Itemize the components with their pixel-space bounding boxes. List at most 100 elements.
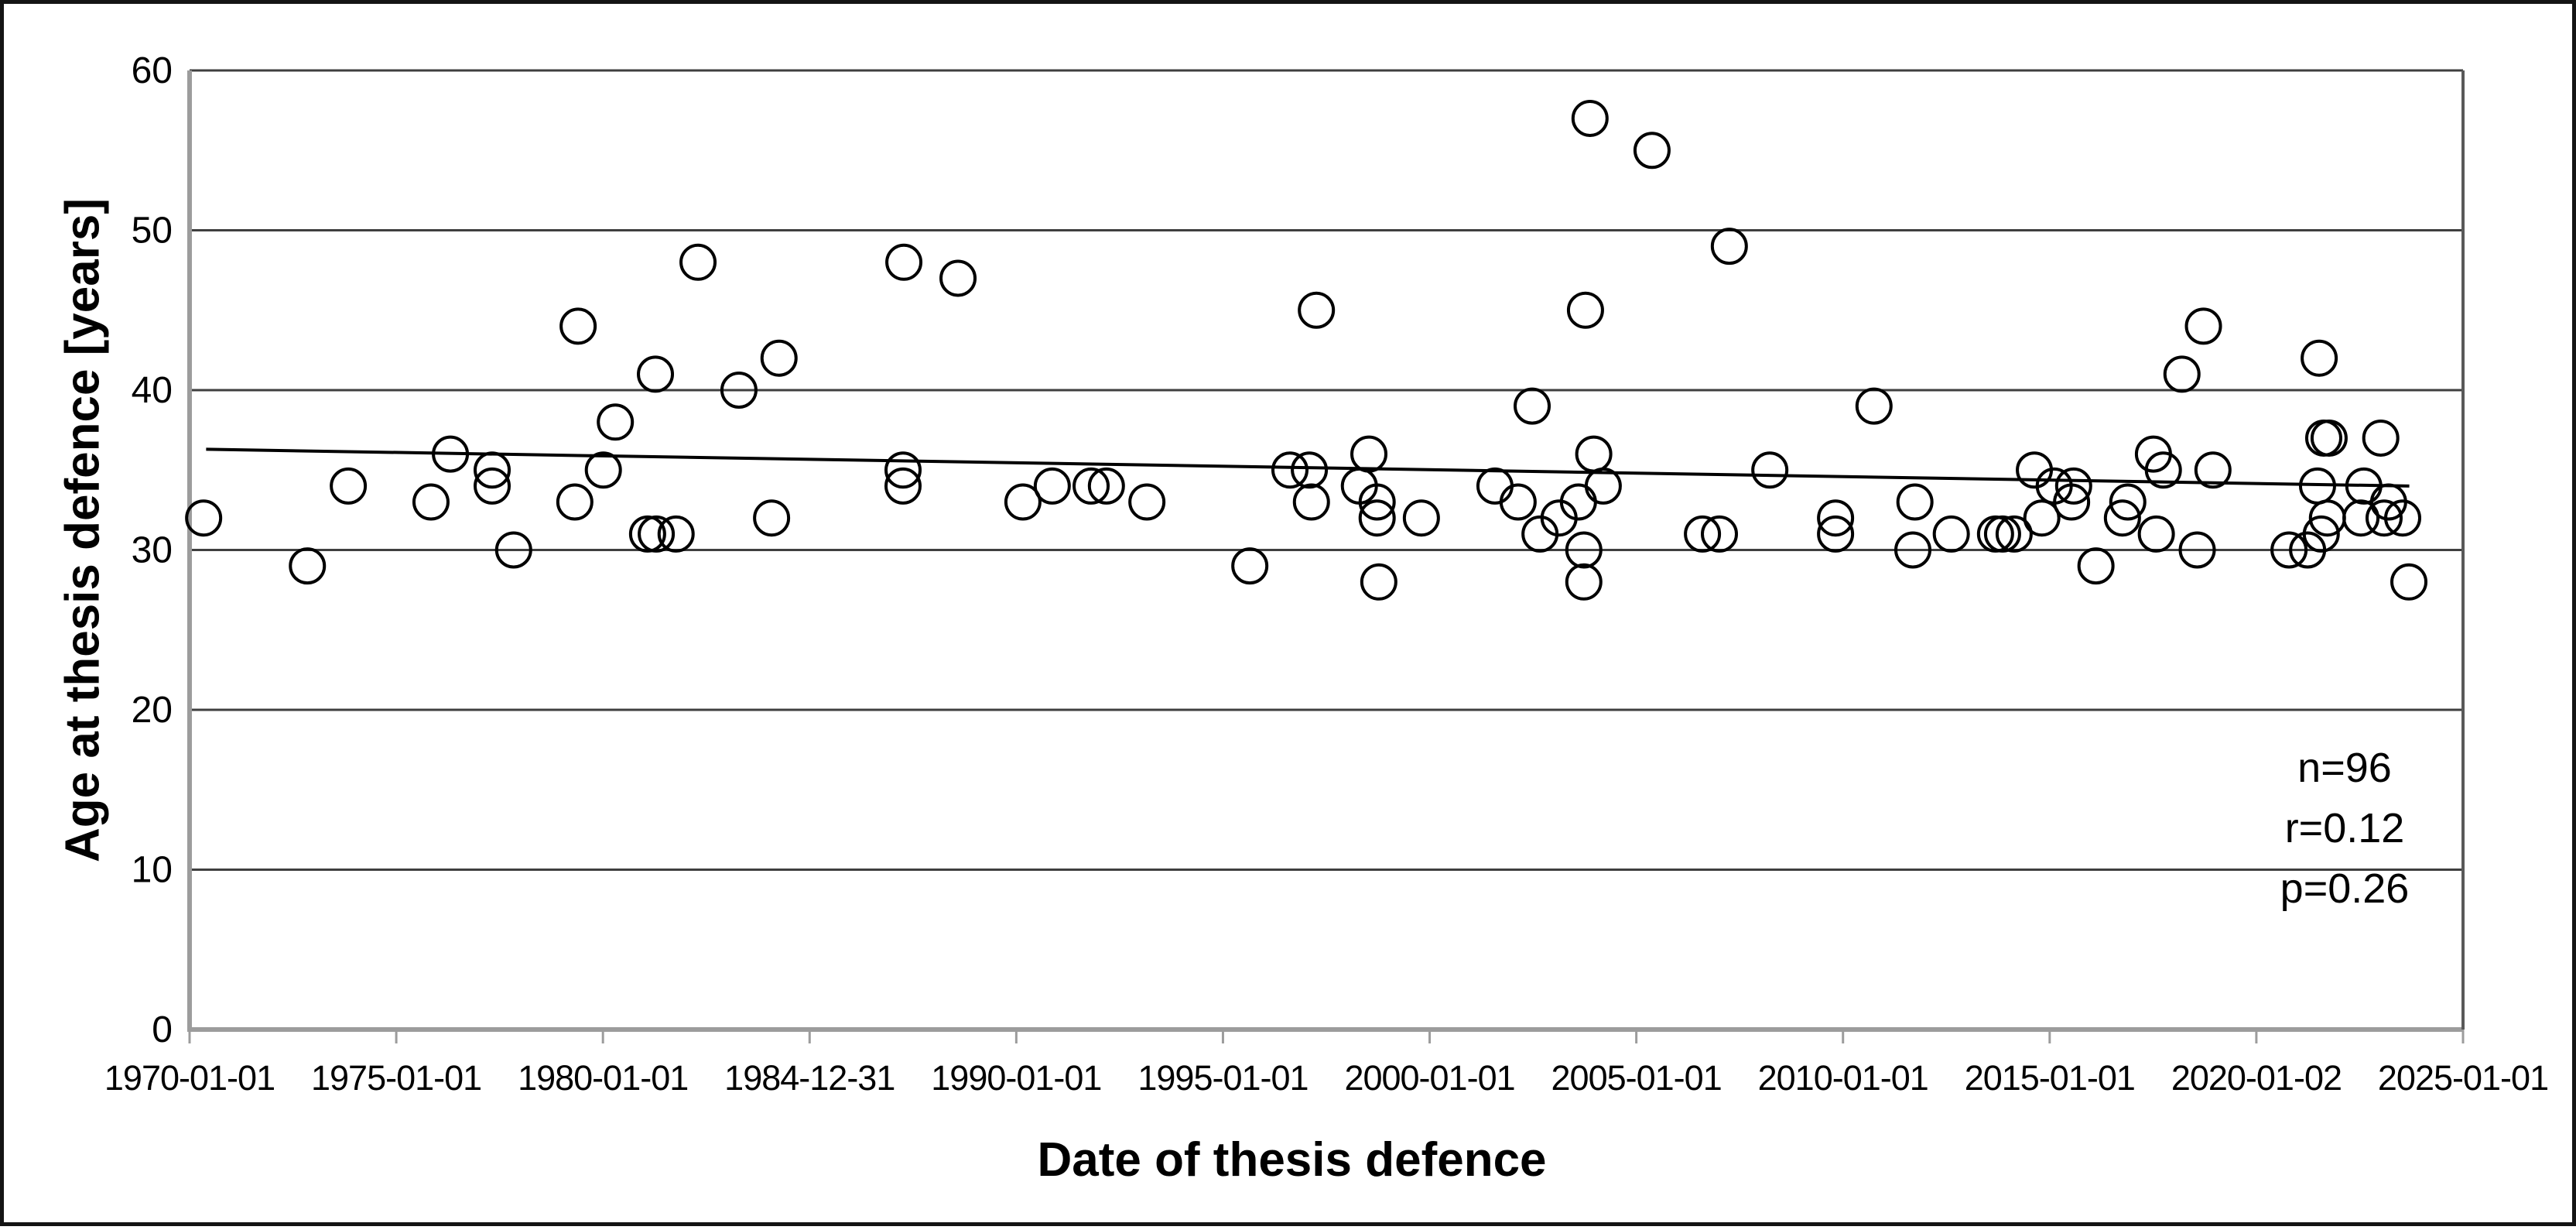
data-point — [2103, 499, 2141, 537]
data-point — [1271, 451, 1309, 489]
stats-annotation: n=96 r=0.12 p=0.26 — [2209, 738, 2480, 919]
data-point — [1292, 483, 1330, 521]
x-tick-label: 2015-01-01 — [1965, 1058, 2135, 1098]
x-tick-label: 1984-12-31 — [724, 1058, 895, 1098]
data-point — [1684, 515, 1722, 553]
data-point — [1033, 467, 1071, 505]
data-point — [1231, 547, 1269, 585]
data-point — [1291, 451, 1329, 489]
scatter-plot-canvas: 1970-01-01 1975-01-01 1980-01-01 1984-12-31… — [104, 50, 2549, 1098]
data-point — [494, 531, 532, 569]
data-point — [1896, 483, 1934, 521]
data-point — [474, 467, 511, 505]
data-point — [412, 483, 450, 521]
data-point — [2053, 483, 2091, 521]
data-point — [1751, 451, 1789, 489]
data-point — [1566, 291, 1604, 329]
x-tick-label: 1990-01-01 — [931, 1058, 1101, 1098]
data-point — [2184, 307, 2222, 345]
data-point — [1565, 563, 1603, 601]
data-point — [2163, 355, 2201, 393]
x-tick-label: 1980-01-01 — [518, 1058, 688, 1098]
data-point — [2077, 547, 2115, 585]
data-point — [1701, 515, 1739, 553]
data-point — [884, 467, 922, 505]
data-point — [1817, 515, 1855, 553]
data-point — [760, 339, 798, 377]
data-point — [1983, 515, 2021, 553]
data-point — [1894, 531, 1932, 569]
x-tick-label: 2020-01-02 — [2171, 1058, 2342, 1098]
annotation-r: r=0.12 — [2284, 805, 2405, 851]
data-point — [2365, 499, 2403, 537]
y-tick-label: 30 — [132, 530, 173, 571]
x-tick-label: 1970-01-01 — [104, 1058, 275, 1098]
data-point — [597, 403, 635, 441]
annotation-p: p=0.26 — [2280, 865, 2410, 912]
x-tick-label: 1975-01-01 — [311, 1058, 481, 1098]
x-tick-label: 2000-01-01 — [1344, 1058, 1514, 1098]
data-point — [2178, 531, 2216, 569]
data-point — [1360, 563, 1397, 601]
data-point — [1499, 483, 1537, 521]
data-point — [2390, 563, 2428, 601]
data-point — [753, 499, 791, 537]
data-point — [1571, 99, 1609, 137]
data-point — [2109, 483, 2147, 521]
x-tick-label: 2005-01-01 — [1551, 1058, 1722, 1098]
data-point — [2384, 499, 2422, 537]
data-point — [637, 355, 675, 393]
data-point — [2054, 467, 2092, 505]
data-point — [2301, 339, 2338, 377]
data-point — [1087, 467, 1125, 505]
data-point — [885, 243, 923, 281]
data-point — [1402, 499, 1440, 537]
y-tick-label: 10 — [132, 850, 173, 891]
y-tick-label: 50 — [132, 211, 173, 252]
data-point — [1350, 435, 1388, 473]
data-point — [1358, 483, 1396, 521]
data-point — [1514, 387, 1551, 425]
data-point — [289, 547, 327, 585]
data-point — [2310, 419, 2348, 457]
y-tick-label: 0 — [152, 1009, 173, 1050]
data-point — [2302, 515, 2340, 553]
data-point — [2362, 419, 2400, 457]
data-point — [1575, 435, 1613, 473]
data-point — [2023, 499, 2061, 537]
data-point — [1565, 531, 1603, 569]
data-point — [1128, 483, 1166, 521]
data-point — [1298, 291, 1336, 329]
data-point — [628, 515, 666, 553]
data-point — [1817, 499, 1855, 537]
data-point — [1476, 467, 1514, 505]
data-point — [1995, 515, 2033, 553]
data-point — [679, 243, 717, 281]
data-point — [559, 307, 597, 345]
data-point — [2144, 451, 2182, 489]
data-point — [2342, 499, 2380, 537]
data-point — [1633, 132, 1671, 170]
data-point — [330, 467, 368, 505]
y-tick-label: 60 — [132, 50, 173, 91]
data-point — [720, 372, 758, 409]
data-point — [1855, 387, 1893, 425]
data-point — [556, 483, 594, 521]
data-point — [638, 515, 676, 553]
data-point — [657, 515, 695, 553]
data-point — [1584, 467, 1622, 505]
data-point — [1004, 483, 1042, 521]
data-point — [1710, 228, 1748, 266]
y-axis-title: Age at thesis defence [years] — [56, 197, 110, 863]
x-tick-label: 2010-01-01 — [1758, 1058, 1928, 1098]
x-tick-label: 1995-01-01 — [1137, 1058, 1308, 1098]
data-point — [884, 451, 922, 489]
data-point — [1932, 515, 1970, 553]
data-point — [584, 451, 622, 489]
data-point — [1976, 515, 2014, 553]
data-point — [939, 259, 977, 297]
y-tick-label: 20 — [132, 690, 173, 731]
x-axis-title: Date of thesis defence — [1037, 1133, 1547, 1187]
data-point — [1072, 467, 1110, 505]
